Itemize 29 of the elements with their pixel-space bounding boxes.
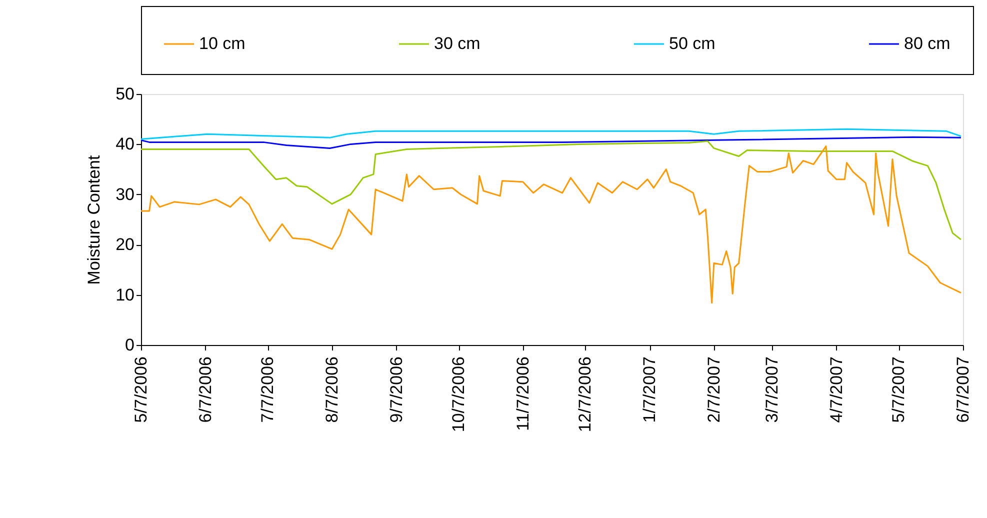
x-tick-label: 3/7/2007 — [762, 356, 782, 423]
y-tick-label: 0 — [125, 336, 134, 354]
x-tick-label: 12/7/2006 — [576, 356, 595, 432]
line-series — [140, 128, 962, 140]
x-tick-label: 7/7/2006 — [258, 356, 278, 423]
x-tick-label: 2/7/2007 — [704, 356, 724, 423]
y-tick-label: 40 — [116, 134, 134, 154]
y-tick-label: 50 — [116, 84, 134, 104]
legend-label: 10 cm — [199, 34, 246, 53]
x-tick-label: 5/7/2006 — [132, 356, 150, 423]
y-tick-label: 10 — [116, 285, 134, 304]
x-tick-label: 6/7/2007 — [954, 356, 972, 423]
legend-label: 30 cm — [434, 34, 480, 53]
line-series — [140, 140, 962, 240]
x-tick-label: 6/7/2006 — [196, 356, 215, 423]
x-tick-label: 8/7/2006 — [322, 356, 342, 423]
line-series — [140, 145, 962, 304]
legend-label: 80 cm — [904, 34, 950, 53]
legend-label: 50 cm — [669, 34, 716, 53]
line-series — [140, 136, 962, 149]
x-tick-label: 5/7/2007 — [889, 356, 908, 423]
x-tick-label: 10/7/2006 — [449, 356, 468, 432]
y-tick-label: 30 — [116, 184, 134, 204]
y-axis-title: Moisture Content — [84, 155, 104, 285]
x-tick-label: 9/7/2006 — [386, 356, 406, 423]
x-tick-label: 11/7/2006 — [513, 356, 532, 431]
x-tick-label: 4/7/2007 — [826, 356, 846, 423]
x-tick-label: 1/7/2007 — [640, 356, 660, 423]
y-tick-label: 20 — [116, 235, 134, 254]
